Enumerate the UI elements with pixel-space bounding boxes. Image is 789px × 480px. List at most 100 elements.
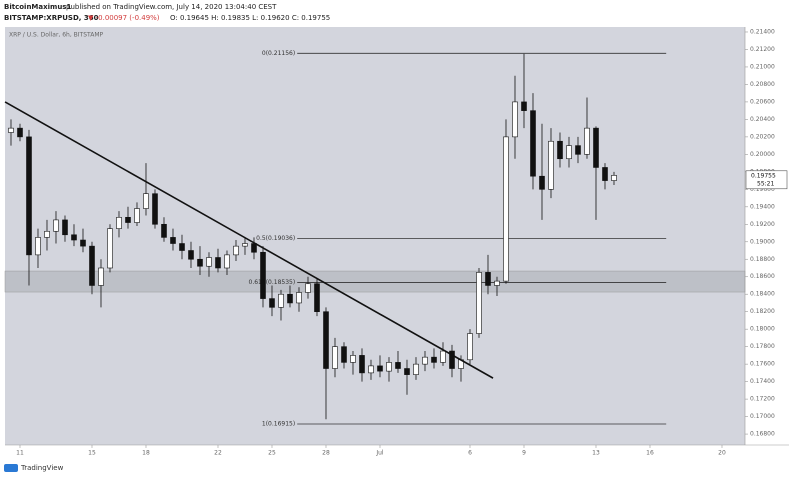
candle-body [584,127,590,155]
y-tick-label: 0.20000 [750,151,775,158]
symbol: BITSTAMP:XRPUSD, 360 [4,14,99,22]
candle-body [125,216,131,223]
trendline [4,101,494,379]
x-tick-label: 15 [88,450,96,457]
candle-body [377,365,383,372]
x-tick-label: 18 [142,450,150,457]
y-tick-label: 0.19000 [750,238,775,245]
zone [4,270,746,293]
y-tick-label: 0.18400 [750,291,775,298]
fib-label: 0.618(0.18535) [249,279,296,286]
candle-body [269,298,275,308]
candle-body [395,362,401,369]
candle-body [386,362,392,372]
y-tick-label: 0.18000 [750,326,775,333]
candle-body [593,127,599,168]
candle-body [152,193,158,225]
candle-body [251,243,257,253]
candle-body [116,216,122,229]
candle-body [197,258,203,267]
candle-body [53,219,59,232]
y-tick-label: 0.17400 [750,378,775,385]
candle-body [422,356,428,365]
fib-label: 0.5(0.19036) [256,235,295,242]
candle-body [323,311,329,369]
y-tick-label: 0.20800 [750,81,775,88]
candle-body [314,283,320,312]
candle-body [161,223,167,238]
candle-body [242,243,248,247]
countdown: 55:21 [757,180,774,187]
candle-body [332,346,338,369]
candle-body [233,245,239,256]
last-price-box [745,170,788,190]
candle-body [71,234,77,241]
candle-body [575,145,581,155]
candle-body [278,293,284,308]
candle-body [260,251,266,299]
x-tick-label: 22 [214,450,222,457]
candle-body [188,250,194,260]
y-tick-label: 0.20600 [750,98,775,105]
candle-body [44,230,50,238]
y-tick-label: 0.19600 [750,186,775,193]
x-tick-label: 16 [646,450,654,457]
fib-label: 1(0.16915) [262,421,295,428]
y-tick-label: 0.21400 [750,28,775,35]
candle-body [431,356,437,363]
candle-body [548,140,554,190]
x-tick-label: 13 [592,450,600,457]
candle-body [143,193,149,209]
y-tick-label: 0.19200 [750,221,775,228]
brand: TradingView [20,464,64,472]
candle-body [566,145,572,160]
candle-body [467,333,473,361]
candle-body [449,350,455,369]
publisher: BitcoinMaximus1 [4,3,71,11]
x-tick-label: 20 [718,450,726,457]
y-tick-label: 0.16800 [750,431,775,438]
x-tick-label: 9 [522,450,526,457]
candle-body [215,257,221,269]
candle-body [98,267,104,286]
candle-body [404,368,410,375]
candle-body [35,237,41,256]
candle-body [413,363,419,375]
price-axis-bg [745,27,789,445]
y-tick-label: 0.21000 [750,63,775,70]
candle-body [224,254,230,269]
candle-body [476,272,482,334]
candle-body [485,272,491,286]
y-tick-label: 0.17200 [750,396,775,403]
candle-body [287,293,293,304]
x-tick-label: 25 [268,450,276,457]
candle-body [62,219,68,236]
candle-body [512,101,518,138]
last-price: 0.19755 [751,172,776,179]
chart-title: XRP / U.S. Dollar, 6h, BITSTAMP [9,32,104,39]
candle-body [539,175,545,190]
candle-body [8,127,14,133]
plot-bg [5,27,745,445]
candle-body [206,257,212,267]
candle-body [611,175,617,181]
x-tick-label: 11 [16,450,24,457]
candle-body [602,167,608,181]
y-tick-label: 0.20400 [750,116,775,123]
x-tick-label: Jul [375,450,384,457]
candle-body [26,136,32,256]
y-tick-label: 0.18600 [750,273,775,280]
candle-body [179,243,185,251]
candle-body [440,350,446,363]
candle-body [521,101,527,111]
candle-body [107,228,113,269]
x-tick-label: 6 [468,450,472,457]
y-tick-label: 0.17600 [750,361,775,368]
logo-icon [4,464,18,472]
y-tick-label: 0.18200 [750,308,775,315]
candle-body [530,110,536,177]
candle-body [341,346,347,363]
y-tick-label: 0.17800 [750,343,775,350]
candle-body [89,245,95,286]
